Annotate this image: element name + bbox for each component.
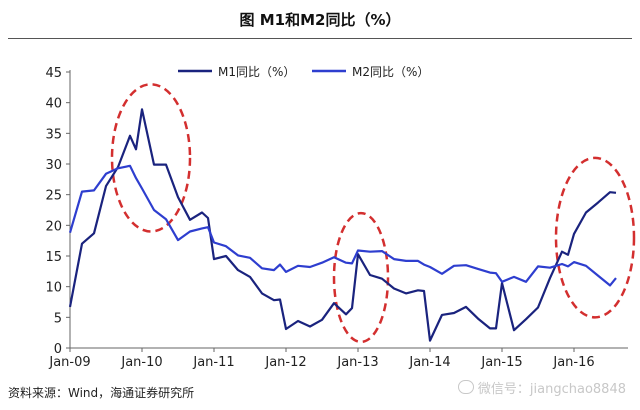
x-tick-label: Jan-10	[120, 355, 162, 370]
chart-axes: 0 5 10 15 20 25 30 35 40 45 Jan-09 Jan-10 Jan-11 Jan-…	[45, 66, 628, 370]
wechat-watermark: 微信号：jiangchao8848	[457, 378, 626, 397]
x-tick-label: Jan-16	[552, 355, 594, 370]
m1-m2-line-chart: 0 5 10 15 20 25 30 35 40 45 Jan-09 Jan-10 Jan-11 Jan-…	[45, 65, 636, 370]
y-tick-label: 25	[45, 189, 62, 204]
highlight-ellipse	[332, 211, 390, 344]
y-tick-label: 30	[45, 158, 62, 173]
chart-series	[68, 108, 617, 342]
series-line-m2	[68, 164, 617, 287]
x-tick-label: Jan-13	[336, 355, 378, 370]
y-tick-label: 10	[45, 281, 62, 296]
highlight-ellipses	[110, 83, 636, 344]
legend-label-m1: M1同比（%）	[218, 65, 295, 79]
x-tick-label: Jan-12	[264, 355, 306, 370]
x-tick-label: Jan-11	[192, 355, 234, 370]
chart-legend: M1同比（%） M2同比（%）	[178, 65, 429, 79]
y-tick-label: 45	[45, 66, 62, 81]
y-tick-label: 15	[45, 250, 62, 265]
highlight-ellipse	[554, 156, 636, 319]
y-tick-label: 35	[45, 127, 62, 142]
wechat-icon	[457, 380, 474, 394]
x-tick-label: Jan-09	[48, 355, 90, 370]
watermark-text: 微信号：jiangchao8848	[477, 382, 626, 397]
y-tick-label: 0	[54, 342, 62, 357]
legend-label-m2: M2同比（%）	[352, 65, 429, 79]
highlight-ellipse	[110, 83, 192, 233]
x-tick-label: Jan-14	[408, 355, 450, 370]
x-tick-label: Jan-15	[480, 355, 522, 370]
y-tick-label: 40	[45, 97, 62, 112]
series-line-m1	[68, 108, 617, 342]
chart-title: 图 M1和M2同比（%）	[239, 11, 401, 29]
y-tick-label: 20	[45, 219, 62, 234]
title-divider	[8, 38, 632, 39]
source-note: 资料来源：Wind，海通证券研究所	[8, 386, 195, 400]
y-tick-label: 5	[54, 311, 62, 326]
